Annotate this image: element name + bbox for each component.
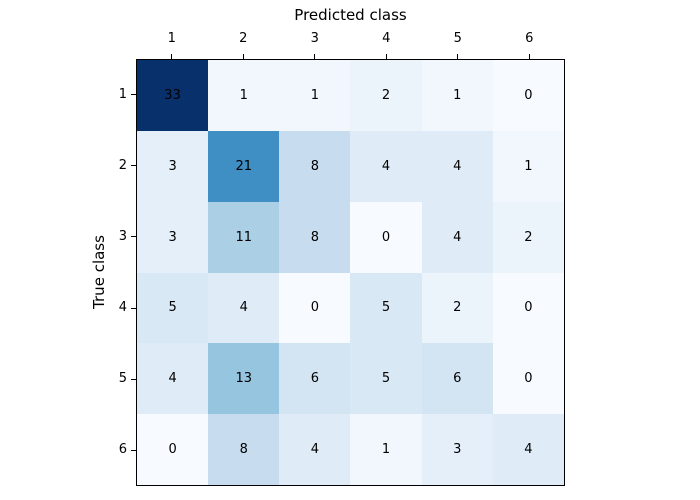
heatmap-cell-r4-c5: 2	[421, 272, 493, 344]
y-tick-mark	[131, 236, 136, 238]
heatmap-cell-r5-c5: 6	[421, 343, 493, 415]
heatmap-cell-r4-c1: 5	[137, 272, 209, 344]
y-tick-mark	[131, 449, 136, 451]
heatmap-cell-r5-c3: 6	[279, 343, 351, 415]
x-tick-mark	[528, 54, 530, 59]
x-tick-mark	[314, 54, 316, 59]
heatmap-cell-r3-c4: 0	[350, 201, 422, 273]
heatmap-cell-r3-c3: 8	[279, 201, 351, 273]
y-tick-label-3: 3	[118, 228, 127, 244]
y-tick-mark	[131, 307, 136, 309]
heatmap-cell-r2-c5: 4	[421, 130, 493, 202]
heatmap-cell-r6-c6: 4	[492, 414, 564, 485]
heatmap-cell-r3-c5: 4	[421, 201, 493, 273]
heatmap-cell-r6-c5: 3	[421, 414, 493, 485]
x-axis-tick-labels: 1 2 3 4 5 6	[136, 31, 565, 47]
heatmap-cell-r1-c1: 33	[137, 60, 209, 131]
heatmap-cell-r3-c1: 3	[137, 201, 209, 273]
x-tick-label-5: 5	[453, 31, 462, 46]
heatmap-cell-r5-c6: 0	[492, 343, 564, 415]
heatmap-cell-r4-c6: 0	[492, 272, 564, 344]
x-tick-label-6: 6	[525, 31, 534, 46]
y-axis-tick-labels: 1 2 3 4 5 6	[0, 59, 127, 486]
heatmap-cell-r4-c4: 5	[350, 272, 422, 344]
y-tick-label-5: 5	[118, 371, 127, 387]
heatmap-cell-r5-c1: 4	[137, 343, 209, 415]
heatmap-cell-r2-c6: 1	[492, 130, 564, 202]
heatmap-cell-r2-c3: 8	[279, 130, 351, 202]
y-axis-tick-marks	[131, 59, 136, 486]
x-tick-label-2: 2	[239, 31, 248, 46]
x-axis-title: Predicted class	[294, 6, 407, 24]
x-tick-mark	[171, 54, 173, 59]
y-tick-label-2: 2	[118, 157, 127, 173]
x-tick-mark	[385, 54, 387, 59]
heatmap-cell-r3-c6: 2	[492, 201, 564, 273]
heatmap-cell-r1-c3: 1	[279, 60, 351, 131]
heatmap-cell-r6-c4: 1	[350, 414, 422, 485]
x-tick-label-4: 4	[382, 31, 391, 46]
heatmap-cell-r2-c4: 4	[350, 130, 422, 202]
heatmap-cell-r4-c2: 4	[208, 272, 280, 344]
heatmap-cell-r1-c6: 0	[492, 60, 564, 131]
x-tick-label-3: 3	[310, 31, 319, 46]
y-tick-label-4: 4	[118, 300, 127, 316]
heatmap-cell-r5-c2: 13	[208, 343, 280, 415]
heatmap-cell-r5-c4: 5	[350, 343, 422, 415]
x-tick-mark	[457, 54, 459, 59]
y-tick-mark	[131, 94, 136, 96]
x-axis-tick-marks	[136, 54, 565, 59]
heatmap-cell-r2-c1: 3	[137, 130, 209, 202]
x-tick-mark	[242, 54, 244, 59]
heatmap-cell-r6-c3: 4	[279, 414, 351, 485]
heatmap-grid: 33 1 1 2 1 0 3 21 8 4 4 1 3 11 8 0 4 2 5 4 0 5 2 0 4 13 6 5 6 0 0 8 4 1 3 4	[136, 59, 565, 486]
y-tick-mark	[131, 378, 136, 380]
heatmap-cell-r2-c2: 21	[208, 130, 280, 202]
heatmap-cell-r3-c2: 11	[208, 201, 280, 273]
heatmap-cell-r4-c3: 0	[279, 272, 351, 344]
y-tick-mark	[131, 165, 136, 167]
x-tick-label-1: 1	[167, 31, 176, 46]
heatmap-cell-r6-c1: 0	[137, 414, 209, 485]
heatmap-cell-r1-c5: 1	[421, 60, 493, 131]
y-tick-label-1: 1	[118, 86, 127, 102]
heatmap-cell-r1-c4: 2	[350, 60, 422, 131]
heatmap-cell-r6-c2: 8	[208, 414, 280, 485]
heatmap-cell-r1-c2: 1	[208, 60, 280, 131]
y-tick-label-6: 6	[118, 442, 127, 458]
